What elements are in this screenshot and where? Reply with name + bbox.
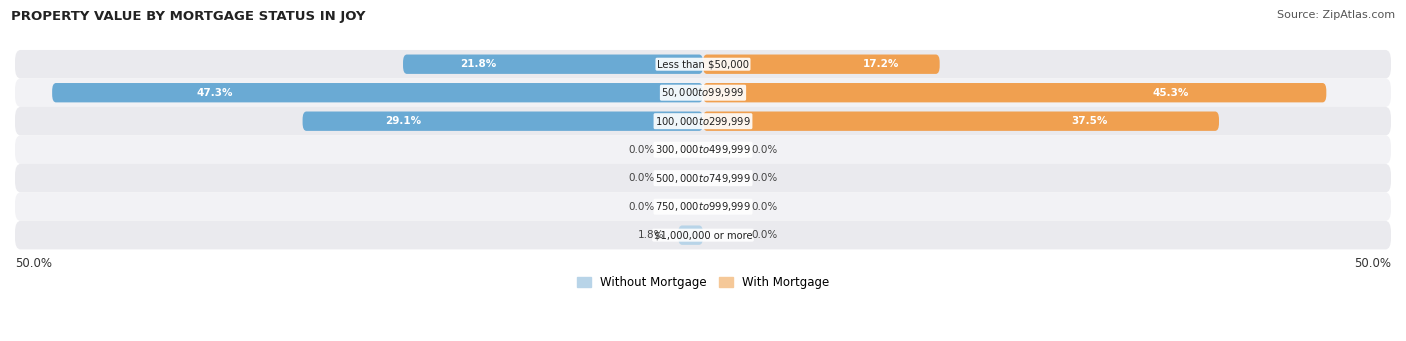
- Text: 0.0%: 0.0%: [628, 145, 655, 155]
- Text: 0.0%: 0.0%: [751, 230, 778, 240]
- FancyBboxPatch shape: [15, 50, 1391, 78]
- FancyBboxPatch shape: [52, 83, 703, 102]
- Legend: Without Mortgage, With Mortgage: Without Mortgage, With Mortgage: [572, 271, 834, 294]
- FancyBboxPatch shape: [15, 107, 1391, 135]
- Text: 47.3%: 47.3%: [197, 88, 233, 98]
- Text: $50,000 to $99,999: $50,000 to $99,999: [661, 86, 745, 99]
- Text: PROPERTY VALUE BY MORTGAGE STATUS IN JOY: PROPERTY VALUE BY MORTGAGE STATUS IN JOY: [11, 10, 366, 23]
- Text: 45.3%: 45.3%: [1153, 88, 1188, 98]
- Text: $100,000 to $299,999: $100,000 to $299,999: [655, 115, 751, 128]
- FancyBboxPatch shape: [703, 83, 1326, 102]
- FancyBboxPatch shape: [15, 135, 1391, 164]
- Text: $1,000,000 or more: $1,000,000 or more: [654, 230, 752, 240]
- Text: 1.8%: 1.8%: [638, 230, 665, 240]
- Text: 0.0%: 0.0%: [751, 202, 778, 212]
- Text: 0.0%: 0.0%: [751, 173, 778, 183]
- Text: $500,000 to $749,999: $500,000 to $749,999: [655, 172, 751, 185]
- FancyBboxPatch shape: [15, 78, 1391, 107]
- Text: 29.1%: 29.1%: [385, 116, 420, 126]
- FancyBboxPatch shape: [703, 55, 939, 74]
- Text: 21.8%: 21.8%: [460, 59, 496, 69]
- Text: $300,000 to $499,999: $300,000 to $499,999: [655, 143, 751, 156]
- FancyBboxPatch shape: [302, 112, 703, 131]
- Text: 50.0%: 50.0%: [1354, 256, 1391, 269]
- Text: 37.5%: 37.5%: [1071, 116, 1108, 126]
- Text: 0.0%: 0.0%: [751, 145, 778, 155]
- FancyBboxPatch shape: [15, 192, 1391, 221]
- Text: $750,000 to $999,999: $750,000 to $999,999: [655, 200, 751, 213]
- FancyBboxPatch shape: [15, 221, 1391, 249]
- Text: 0.0%: 0.0%: [628, 173, 655, 183]
- Text: Source: ZipAtlas.com: Source: ZipAtlas.com: [1277, 10, 1395, 20]
- Text: Less than $50,000: Less than $50,000: [657, 59, 749, 69]
- Text: 17.2%: 17.2%: [862, 59, 898, 69]
- Text: 0.0%: 0.0%: [628, 202, 655, 212]
- FancyBboxPatch shape: [678, 225, 703, 245]
- Text: 50.0%: 50.0%: [15, 256, 52, 269]
- FancyBboxPatch shape: [404, 55, 703, 74]
- FancyBboxPatch shape: [703, 112, 1219, 131]
- FancyBboxPatch shape: [15, 164, 1391, 192]
